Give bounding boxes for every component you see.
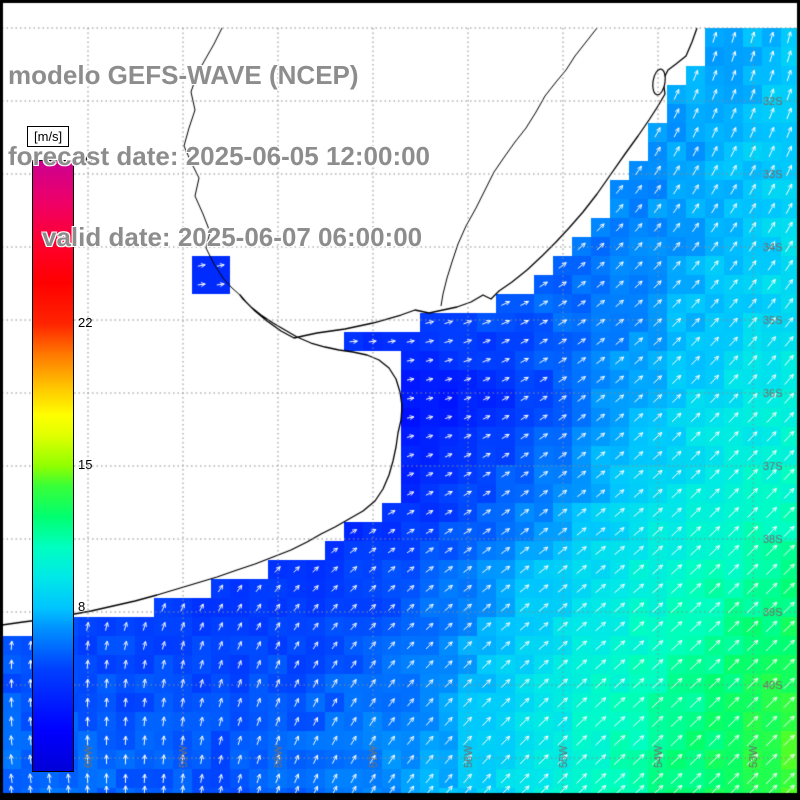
colorbar-tick: 15	[78, 457, 93, 472]
forecast-date-line: forecast date: 2025-06-05 12:00:00	[8, 141, 431, 171]
title-block: modelo GEFS-WAVE (NCEP) forecast date: 2…	[8, 8, 430, 305]
colorbar-tick: 8	[78, 599, 86, 615]
colorbar-tick: 22	[78, 314, 93, 330]
colorbar-tick: 30	[78, 152, 93, 167]
colorbar-gradient	[32, 160, 74, 772]
valid-date-line: valid date: 2025-06-07 06:00:00	[42, 222, 423, 252]
model-title: modelo GEFS-WAVE (NCEP)	[8, 60, 359, 90]
colorbar-unit-label: [m/s]	[27, 126, 70, 147]
